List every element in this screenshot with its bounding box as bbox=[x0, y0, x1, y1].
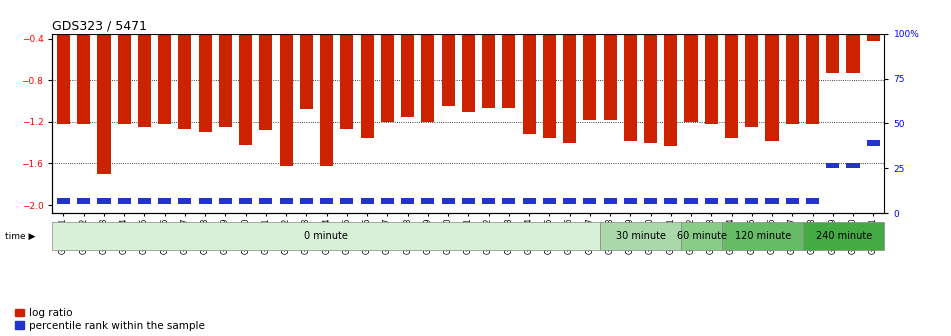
Bar bbox=[543, 198, 556, 204]
Bar bbox=[158, 34, 171, 124]
Bar bbox=[340, 198, 354, 204]
Bar bbox=[806, 34, 819, 124]
Bar bbox=[806, 198, 819, 204]
Text: 240 minute: 240 minute bbox=[816, 231, 872, 241]
Bar bbox=[52, 222, 600, 250]
Bar bbox=[280, 34, 293, 166]
Bar bbox=[280, 198, 293, 204]
Bar bbox=[522, 34, 535, 134]
Bar bbox=[644, 198, 657, 204]
Bar bbox=[97, 198, 110, 204]
Bar bbox=[826, 163, 840, 168]
Bar bbox=[340, 34, 354, 129]
Bar bbox=[260, 198, 273, 204]
Bar bbox=[401, 34, 415, 117]
Bar bbox=[804, 222, 884, 250]
Bar bbox=[766, 198, 779, 204]
Text: 60 minute: 60 minute bbox=[677, 231, 727, 241]
Bar bbox=[380, 198, 394, 204]
Bar bbox=[725, 198, 738, 204]
Bar bbox=[682, 222, 722, 250]
Bar bbox=[138, 198, 151, 204]
Bar bbox=[57, 34, 70, 124]
Bar bbox=[199, 198, 212, 204]
Text: 0 minute: 0 minute bbox=[304, 231, 348, 241]
Bar bbox=[401, 198, 415, 204]
Bar bbox=[239, 34, 252, 145]
Bar bbox=[300, 198, 313, 204]
Bar bbox=[462, 34, 475, 112]
Bar bbox=[866, 34, 880, 41]
Bar bbox=[543, 34, 556, 137]
Bar bbox=[502, 34, 515, 109]
Bar bbox=[746, 198, 758, 204]
Bar bbox=[563, 34, 576, 143]
Bar bbox=[179, 198, 191, 204]
Bar bbox=[97, 34, 110, 174]
Bar bbox=[441, 34, 455, 106]
Bar bbox=[199, 34, 212, 132]
Bar bbox=[705, 34, 718, 124]
Bar bbox=[502, 198, 515, 204]
Bar bbox=[360, 198, 374, 204]
Bar bbox=[138, 34, 151, 127]
Bar bbox=[826, 34, 840, 73]
Bar bbox=[421, 198, 435, 204]
Bar bbox=[441, 198, 455, 204]
Bar bbox=[786, 198, 799, 204]
Bar bbox=[624, 198, 637, 204]
Bar bbox=[118, 34, 130, 124]
Text: GDS323 / 5471: GDS323 / 5471 bbox=[52, 19, 147, 33]
Bar bbox=[846, 163, 860, 168]
Bar bbox=[644, 34, 657, 143]
Bar bbox=[583, 198, 596, 204]
Bar bbox=[725, 34, 738, 137]
Bar bbox=[260, 34, 273, 130]
Bar bbox=[685, 198, 698, 204]
Bar bbox=[866, 140, 880, 145]
Bar bbox=[522, 198, 535, 204]
Bar bbox=[722, 222, 804, 250]
Bar bbox=[604, 198, 616, 204]
Bar bbox=[219, 198, 232, 204]
Bar bbox=[846, 34, 860, 73]
Text: time ▶: time ▶ bbox=[5, 233, 35, 241]
Bar bbox=[320, 198, 333, 204]
Bar bbox=[320, 34, 333, 166]
Bar bbox=[563, 198, 576, 204]
Legend: log ratio, percentile rank within the sample: log ratio, percentile rank within the sa… bbox=[14, 308, 205, 331]
Bar bbox=[583, 34, 596, 120]
Bar bbox=[482, 34, 495, 109]
Bar bbox=[624, 34, 637, 141]
Bar bbox=[360, 34, 374, 137]
Bar bbox=[421, 34, 435, 122]
Bar bbox=[77, 198, 90, 204]
Bar bbox=[462, 198, 475, 204]
Text: 120 minute: 120 minute bbox=[734, 231, 791, 241]
Bar bbox=[57, 198, 70, 204]
Bar bbox=[380, 34, 394, 122]
Bar bbox=[604, 34, 616, 120]
Bar bbox=[664, 198, 677, 204]
Bar bbox=[179, 34, 191, 129]
Bar bbox=[239, 198, 252, 204]
Bar bbox=[482, 198, 495, 204]
Bar bbox=[705, 198, 718, 204]
Bar bbox=[158, 198, 171, 204]
Text: 30 minute: 30 minute bbox=[616, 231, 666, 241]
Bar bbox=[766, 34, 779, 141]
Bar bbox=[746, 34, 758, 127]
Bar bbox=[600, 222, 682, 250]
Bar bbox=[118, 198, 130, 204]
Bar bbox=[77, 34, 90, 124]
Bar bbox=[664, 34, 677, 146]
Bar bbox=[685, 34, 698, 122]
Bar bbox=[219, 34, 232, 127]
Bar bbox=[300, 34, 313, 110]
Bar bbox=[786, 34, 799, 124]
